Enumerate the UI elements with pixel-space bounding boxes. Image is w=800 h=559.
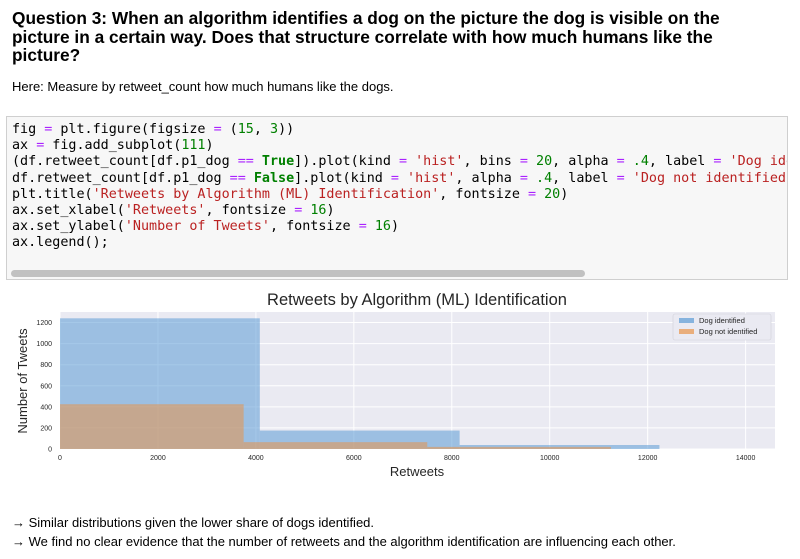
conclusion-list: → Similar distributions given the lower … [12,513,676,551]
x-tick-label: 0 [58,455,62,462]
x-tick-label: 12000 [638,455,658,462]
x-axis-label: Retweets [390,464,445,479]
chart-title: Retweets by Algorithm (ML) Identificatio… [267,291,567,309]
code-line: ax.set_ylabel('Number of Tweets', fontsi… [12,219,399,235]
code-line: df.retweet_count[df.p1_dog == False].plo… [12,170,788,186]
x-tick-label: 8000 [444,455,460,462]
legend-swatch-dog-not-identified [679,329,694,334]
conclusion-item: → We find no clear evidence that the num… [12,534,676,549]
conclusion-item: → Similar distributions given the lower … [12,515,375,530]
y-tick-label: 400 [40,404,52,411]
x-tick-label: 6000 [346,455,362,462]
bar-dog-not-identified [427,446,611,449]
retweets-histogram: 0 200 400 600 800 1000 1200 0 2000 4000 6000 8000 1… [15,291,775,479]
code-editor[interactable]: fig = plt.figure(figsize = (15, 3)) ax =… [12,122,788,252]
y-tick-label: 0 [48,447,52,454]
code-line: ax = fig.add_subplot(111) [12,138,214,154]
legend-label-dog-identified: Dog identified [699,316,745,325]
measure-note: Here: Measure by retweet_count how much … [12,79,394,94]
y-tick-labels: 0 200 400 600 800 1000 1200 [36,320,52,453]
y-tick-label: 600 [40,383,52,390]
bar-dog-not-identified [60,404,244,449]
y-tick-label: 1000 [36,341,52,348]
horizontal-scrollbar[interactable] [7,267,787,279]
y-tick-label: 800 [40,362,52,369]
y-axis-label: Number of Tweets [15,328,30,434]
code-line: ax.legend(); [12,235,109,251]
y-tick-label: 1200 [36,320,52,327]
x-tick-label: 2000 [150,455,166,462]
code-line: (df.retweet_count[df.p1_dog == True]).pl… [12,154,787,170]
x-tick-label: 10000 [540,455,560,462]
legend-swatch-dog-identified [679,318,694,323]
code-line: ax.set_xlabel('Retweets', fontsize = 16) [12,203,335,219]
histogram-bars [60,318,660,449]
legend-box [672,313,772,341]
code-line: plt.title('Retweets by Algorithm (ML) Id… [12,186,569,202]
x-tick-label: 4000 [248,455,264,462]
code-line: fig = plt.figure(figsize = (15, 3)) [12,122,295,137]
question-heading: Question 3: When an algorithm identifies… [12,8,720,65]
x-tick-labels: 0 2000 4000 6000 8000 10000 12000 14000 [58,455,755,462]
y-tick-label: 200 [40,425,52,432]
code-cell[interactable]: fig = plt.figure(figsize = (15, 3)) ax =… [6,116,788,280]
bar-dog-not-identified [243,442,428,449]
legend-label-dog-not-identified: Dog not identified [699,327,757,336]
x-tick-label: 14000 [736,455,756,462]
scrollbar-thumb[interactable] [11,270,585,277]
legend: Dog identified Dog not identified [672,313,772,341]
